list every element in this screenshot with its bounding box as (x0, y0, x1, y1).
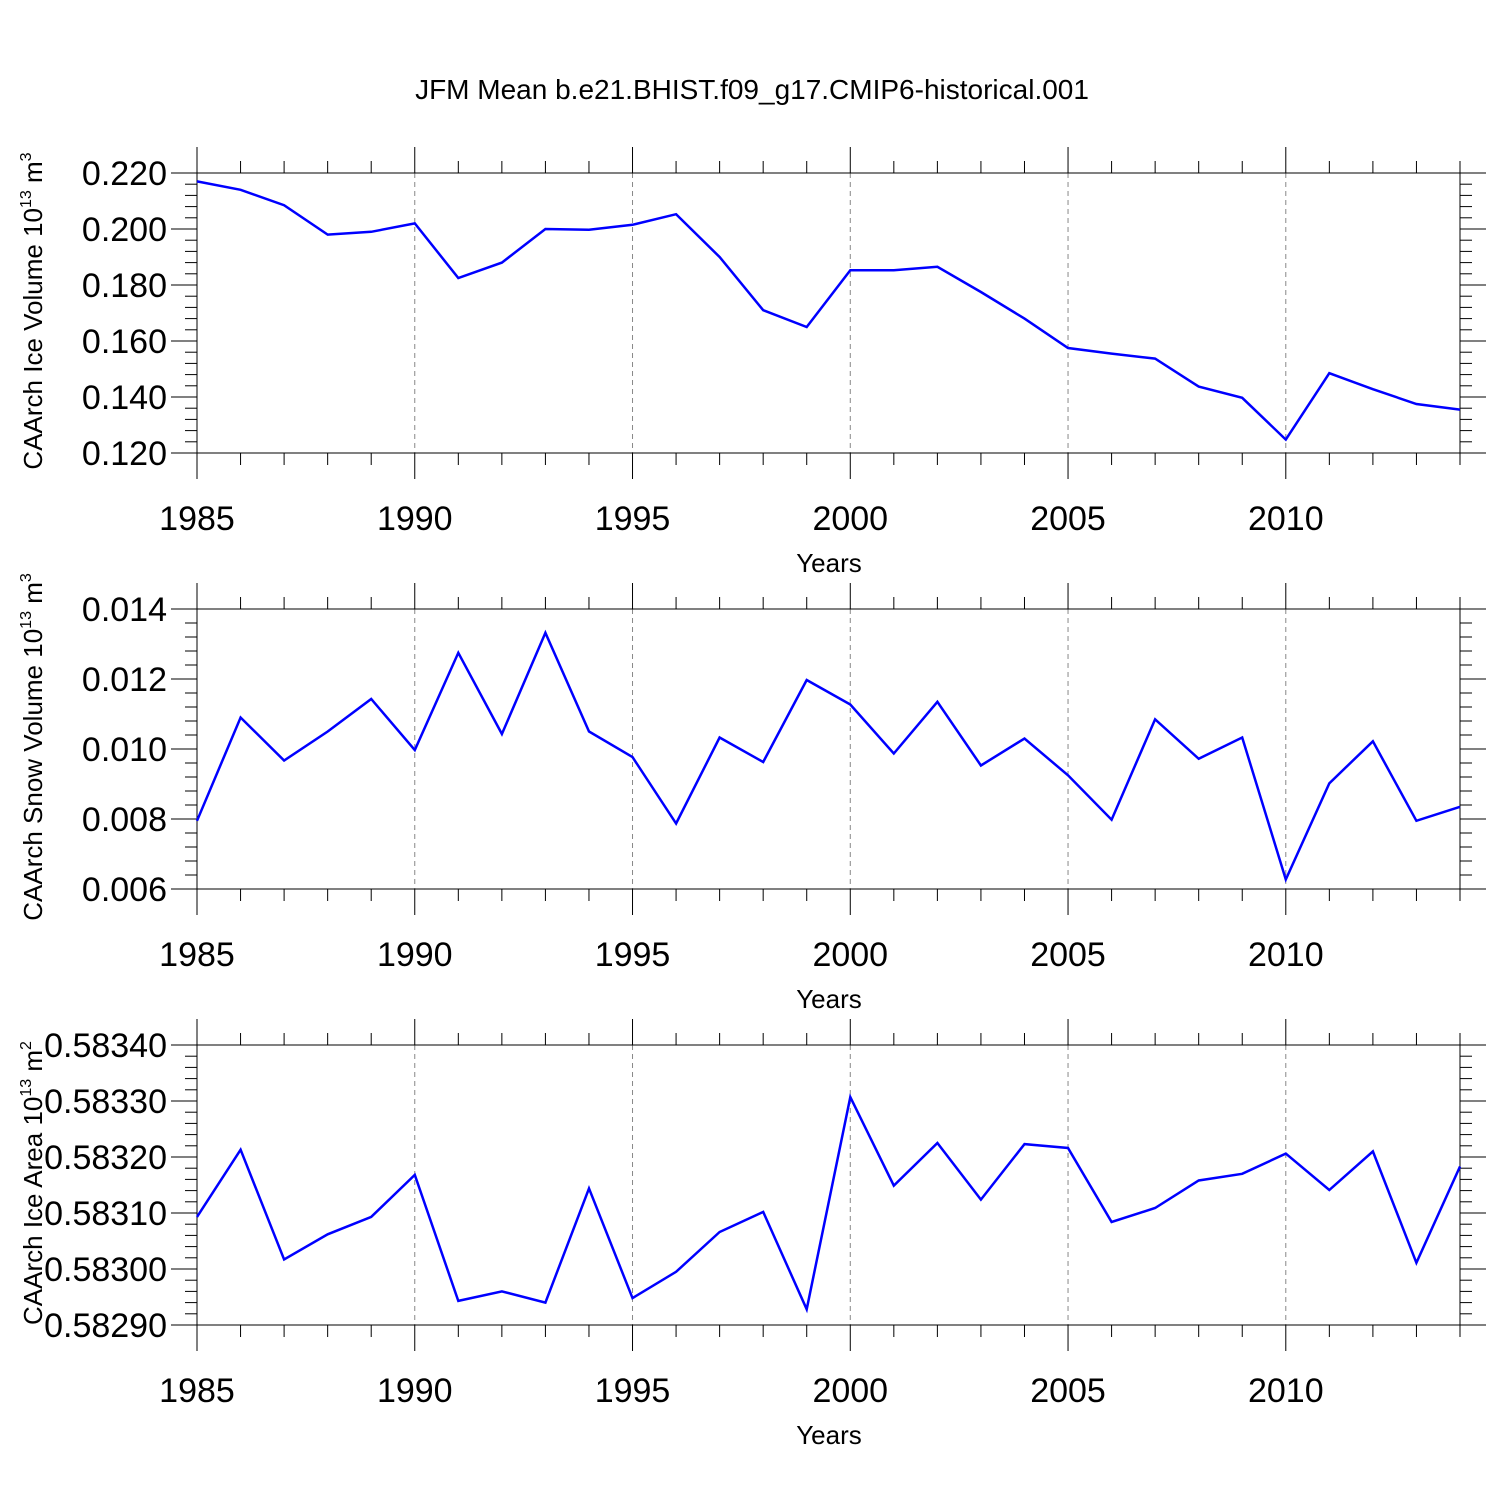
x-tick-label: 2000 (812, 1372, 888, 1410)
x-axis-label: Years (796, 548, 862, 578)
y-tick-label: 0.160 (82, 323, 167, 361)
y-tick-label: 0.58290 (44, 1307, 167, 1345)
y-axis-label: CAArch Snow Volume 1013 m3 (18, 573, 48, 921)
y-tick-label: 0.58340 (44, 1027, 167, 1065)
x-tick-label: 1985 (159, 500, 235, 538)
series-line (196, 180, 1461, 442)
x-tick-label: 1985 (159, 936, 235, 974)
plot-frame (196, 1044, 1461, 1326)
x-tick-label: 1995 (595, 500, 671, 538)
chart-panel-3: 0.58290 0.58300 0.58310 0.58320 0.58330 0.583… (18, 1019, 1486, 1450)
y-tick-label: 0.200 (82, 211, 167, 249)
y-tick-label: 0.008 (82, 801, 167, 839)
y-tick-label: 0.010 (82, 731, 167, 769)
x-tick-label: 2000 (812, 500, 888, 538)
plot-frame (196, 608, 1461, 890)
series-line (195, 629, 1461, 884)
x-tick-label: 1985 (159, 1372, 235, 1410)
x-axis-label: Years (796, 1420, 862, 1450)
y-axis-label: CAArch Ice Volume 1013 m3 (18, 152, 48, 469)
x-tick-label: 2010 (1248, 936, 1324, 974)
plot-frame (196, 172, 1461, 454)
x-tick-label: 2005 (1030, 500, 1106, 538)
chart-panel-1: 0.120 0.140 0.160 0.180 0.200 0.220 1985 1990 19… (18, 147, 1486, 578)
y-axis-label: CAArch Ice Area 1013 m2 (18, 1041, 48, 1325)
y-tick-label: 0.58320 (44, 1139, 167, 1177)
x-tick-label: 2005 (1030, 1372, 1106, 1410)
chart-panel-2: 0.006 0.008 0.010 0.012 0.014 1985 1990 1995 200… (18, 573, 1486, 1014)
x-tick-label: 2000 (812, 936, 888, 974)
x-tick-label: 2010 (1248, 500, 1324, 538)
y-tick-label: 0.014 (82, 591, 167, 629)
y-tick-label: 0.180 (82, 267, 167, 305)
y-tick-label: 0.140 (82, 379, 167, 417)
panels: 0.120 0.140 0.160 0.180 0.200 0.220 1985 1990 19… (18, 147, 1486, 1450)
x-tick-label: 1990 (377, 936, 453, 974)
x-axis-label: Years (796, 984, 862, 1014)
x-tick-label: 1990 (377, 500, 453, 538)
x-tick-label: 2010 (1248, 1372, 1324, 1410)
y-tick-label: 0.58310 (44, 1195, 167, 1233)
x-tick-label: 1990 (377, 1372, 453, 1410)
y-tick-label: 0.220 (82, 155, 167, 193)
x-tick-label: 1995 (595, 1372, 671, 1410)
figure-title: JFM Mean b.e21.BHIST.f09_g17.CMIP6-histo… (415, 74, 1089, 105)
series-line (195, 1093, 1462, 1314)
y-tick-label: 0.012 (82, 661, 167, 699)
y-tick-label: 0.006 (82, 871, 167, 909)
x-tick-label: 2005 (1030, 936, 1106, 974)
y-tick-label: 0.120 (82, 435, 167, 473)
x-tick-label: 1995 (595, 936, 671, 974)
y-tick-label: 0.58300 (44, 1251, 167, 1289)
y-tick-label: 0.58330 (44, 1083, 167, 1121)
